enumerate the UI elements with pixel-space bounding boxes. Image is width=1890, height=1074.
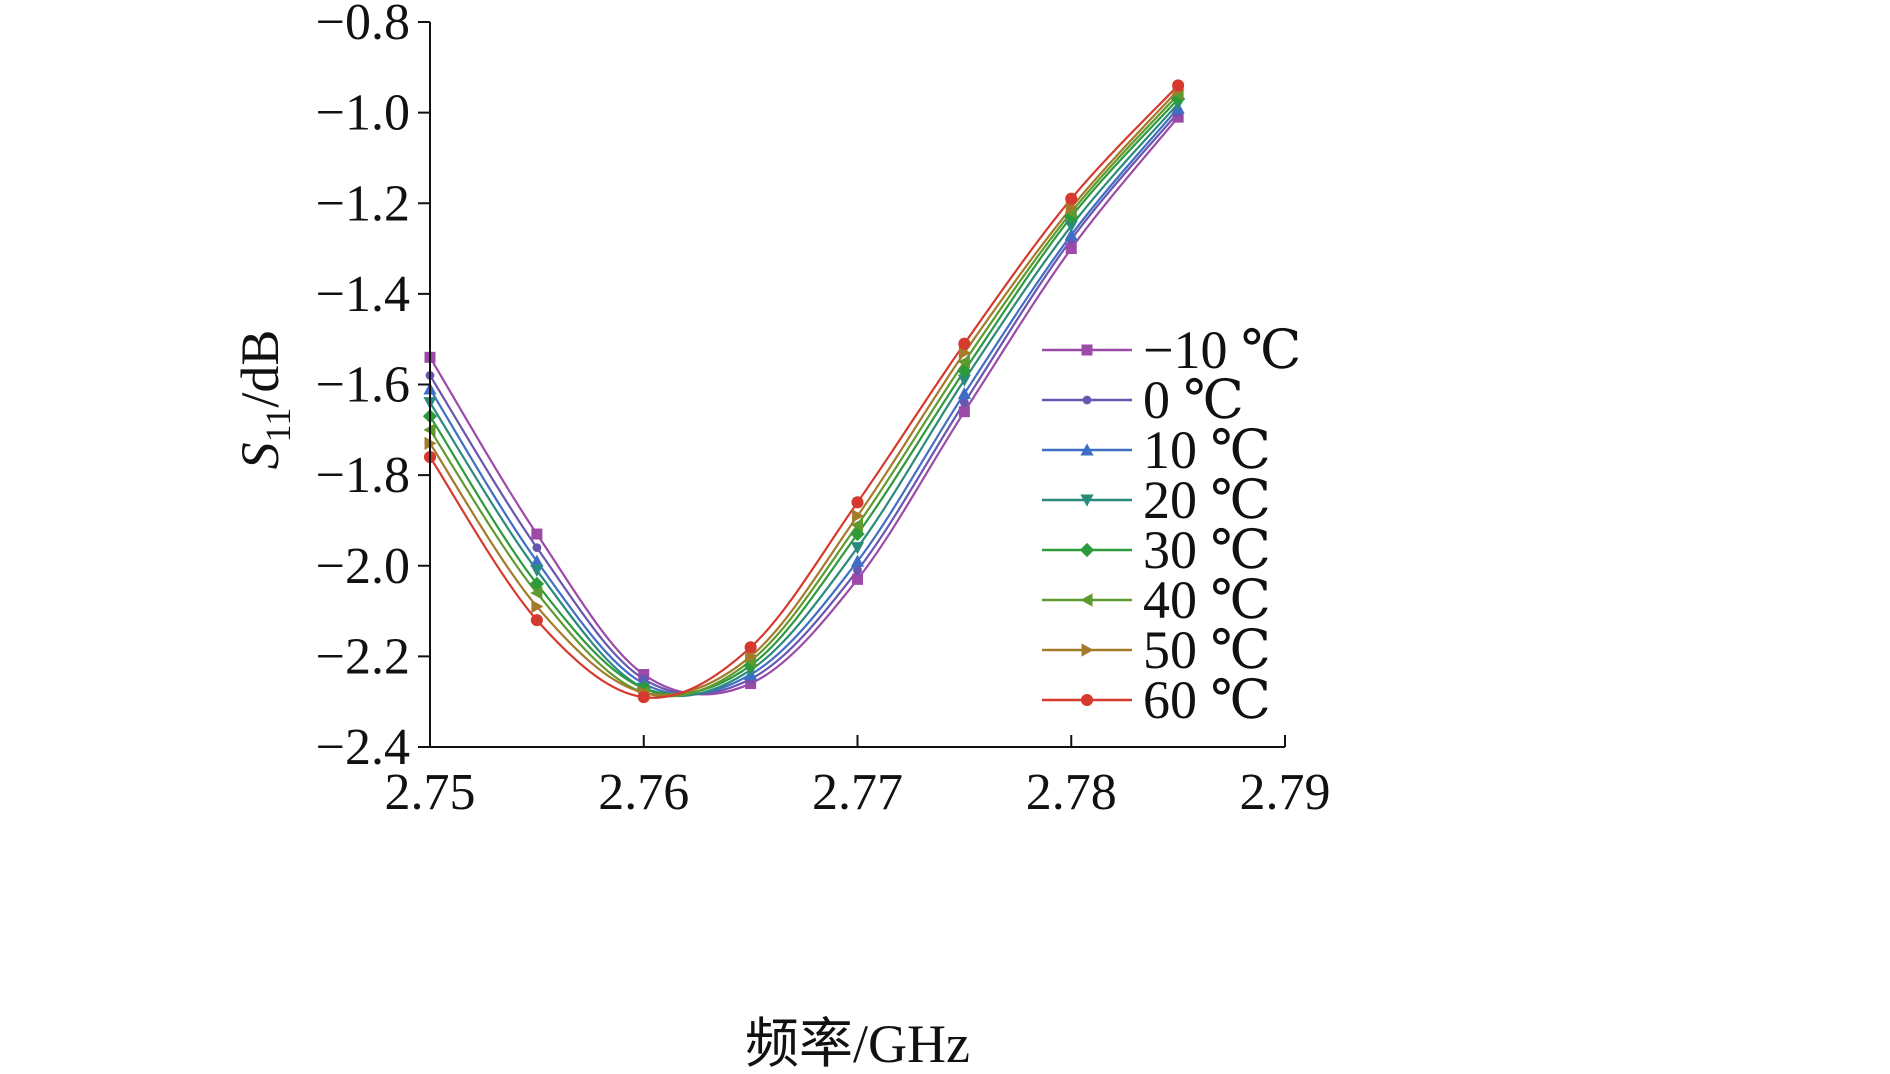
data-point-marker [1172, 111, 1184, 123]
data-point-marker [1081, 643, 1094, 657]
data-point-marker [530, 564, 544, 577]
legend-entry-label: 30 ℃ [1143, 520, 1271, 580]
data-point-marker [1080, 494, 1094, 507]
data-point-marker [1081, 344, 1093, 356]
data-point-marker [957, 355, 970, 369]
data-point-marker [530, 614, 543, 627]
data-point-marker [1079, 542, 1095, 558]
x-tick-label: 2.78 [1026, 764, 1117, 821]
y-tick-label: −0.8 [316, 0, 410, 51]
legend: −10 ℃0 ℃10 ℃20 ℃30 ℃40 ℃50 ℃60 ℃ [1042, 320, 1301, 730]
data-point-marker [958, 337, 971, 350]
data-point-marker [531, 599, 544, 614]
data-point-marker [1080, 593, 1093, 607]
data-point-marker [957, 386, 971, 400]
series-line-5 [429, 93, 1179, 698]
data-point-marker [850, 554, 865, 567]
series-markers [422, 79, 1186, 704]
y-tick-label: −1.8 [316, 447, 410, 504]
data-point-marker [1080, 443, 1094, 456]
x-tick-label: 2.79 [1240, 764, 1331, 821]
series-line-7 [429, 84, 1179, 699]
data-point-marker [1065, 201, 1078, 215]
legend-entry-label: 20 ℃ [1143, 470, 1271, 530]
x-axis-ticks: 2.75 2.76 2.77 2.78 2.79 [385, 735, 1331, 821]
y-tick-label: −1.2 [316, 175, 410, 232]
data-point-marker [1080, 693, 1094, 707]
data-point-marker [850, 518, 863, 532]
y-tick-label: −2.0 [316, 538, 410, 595]
series-line-4 [429, 98, 1179, 696]
data-point-marker [532, 543, 542, 553]
y-tick-label: −2.2 [316, 628, 410, 685]
data-point-marker [745, 678, 757, 690]
y-tick-label: −1.6 [316, 357, 410, 414]
data-point-marker [1172, 79, 1185, 92]
x-tick-label: 2.76 [598, 764, 689, 821]
data-point-marker [1064, 228, 1078, 241]
legend-entry-label: 10 ℃ [1143, 420, 1271, 480]
data-point-marker [531, 528, 543, 540]
data-point-marker [530, 586, 543, 600]
x-axis-title: 频率/GHz [745, 1014, 970, 1074]
y-axis-title: S11/dB [230, 330, 298, 470]
series-line-6 [429, 89, 1179, 696]
y-tick-label: −1.0 [316, 85, 410, 142]
data-point-marker [1065, 192, 1078, 205]
y-axis-title-subscript: 11 [258, 408, 298, 443]
data-point-marker [958, 406, 970, 418]
x-tick-label: 2.75 [385, 764, 476, 821]
data-point-marker [1064, 220, 1078, 233]
data-point-marker [744, 641, 757, 654]
y-axis-title-unit: /dB [230, 330, 290, 408]
data-point-marker [1082, 395, 1092, 405]
legend-entry-label: 60 ℃ [1143, 670, 1271, 730]
legend-entry-label: 40 ℃ [1143, 570, 1271, 630]
y-axis-title-symbol: S [230, 442, 290, 469]
legend-entry-label: 50 ℃ [1143, 620, 1271, 680]
legend-entry-label: −10 ℃ [1143, 320, 1301, 380]
data-point-marker [745, 649, 758, 663]
data-point-marker [851, 496, 864, 509]
data-point-marker [637, 691, 650, 704]
y-tick-label: −1.4 [316, 266, 410, 323]
data-point-marker [1065, 243, 1077, 255]
data-point-marker [850, 542, 865, 555]
y-axis-ticks: −0.8 −1.0 −1.2 −1.4 −1.6 −1.8 −2.0 −2.2 −2.4 [316, 0, 430, 776]
data-point-marker [957, 363, 972, 379]
data-point-marker [852, 509, 865, 523]
x-tick-label: 2.77 [812, 764, 903, 821]
y-tick-label: −2.4 [316, 719, 410, 776]
data-point-marker [852, 573, 863, 585]
data-point-marker [958, 346, 971, 360]
data-point-marker [530, 554, 544, 567]
data-point-marker [959, 398, 969, 408]
data-point-marker [957, 374, 971, 387]
data-point-marker [853, 565, 862, 575]
data-point-marker [638, 669, 650, 680]
legend-entry-label: 0 ℃ [1143, 370, 1244, 430]
